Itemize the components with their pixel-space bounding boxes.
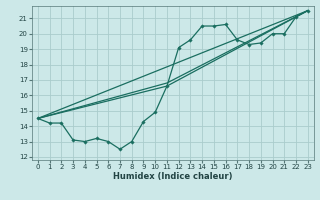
X-axis label: Humidex (Indice chaleur): Humidex (Indice chaleur) (113, 172, 233, 181)
